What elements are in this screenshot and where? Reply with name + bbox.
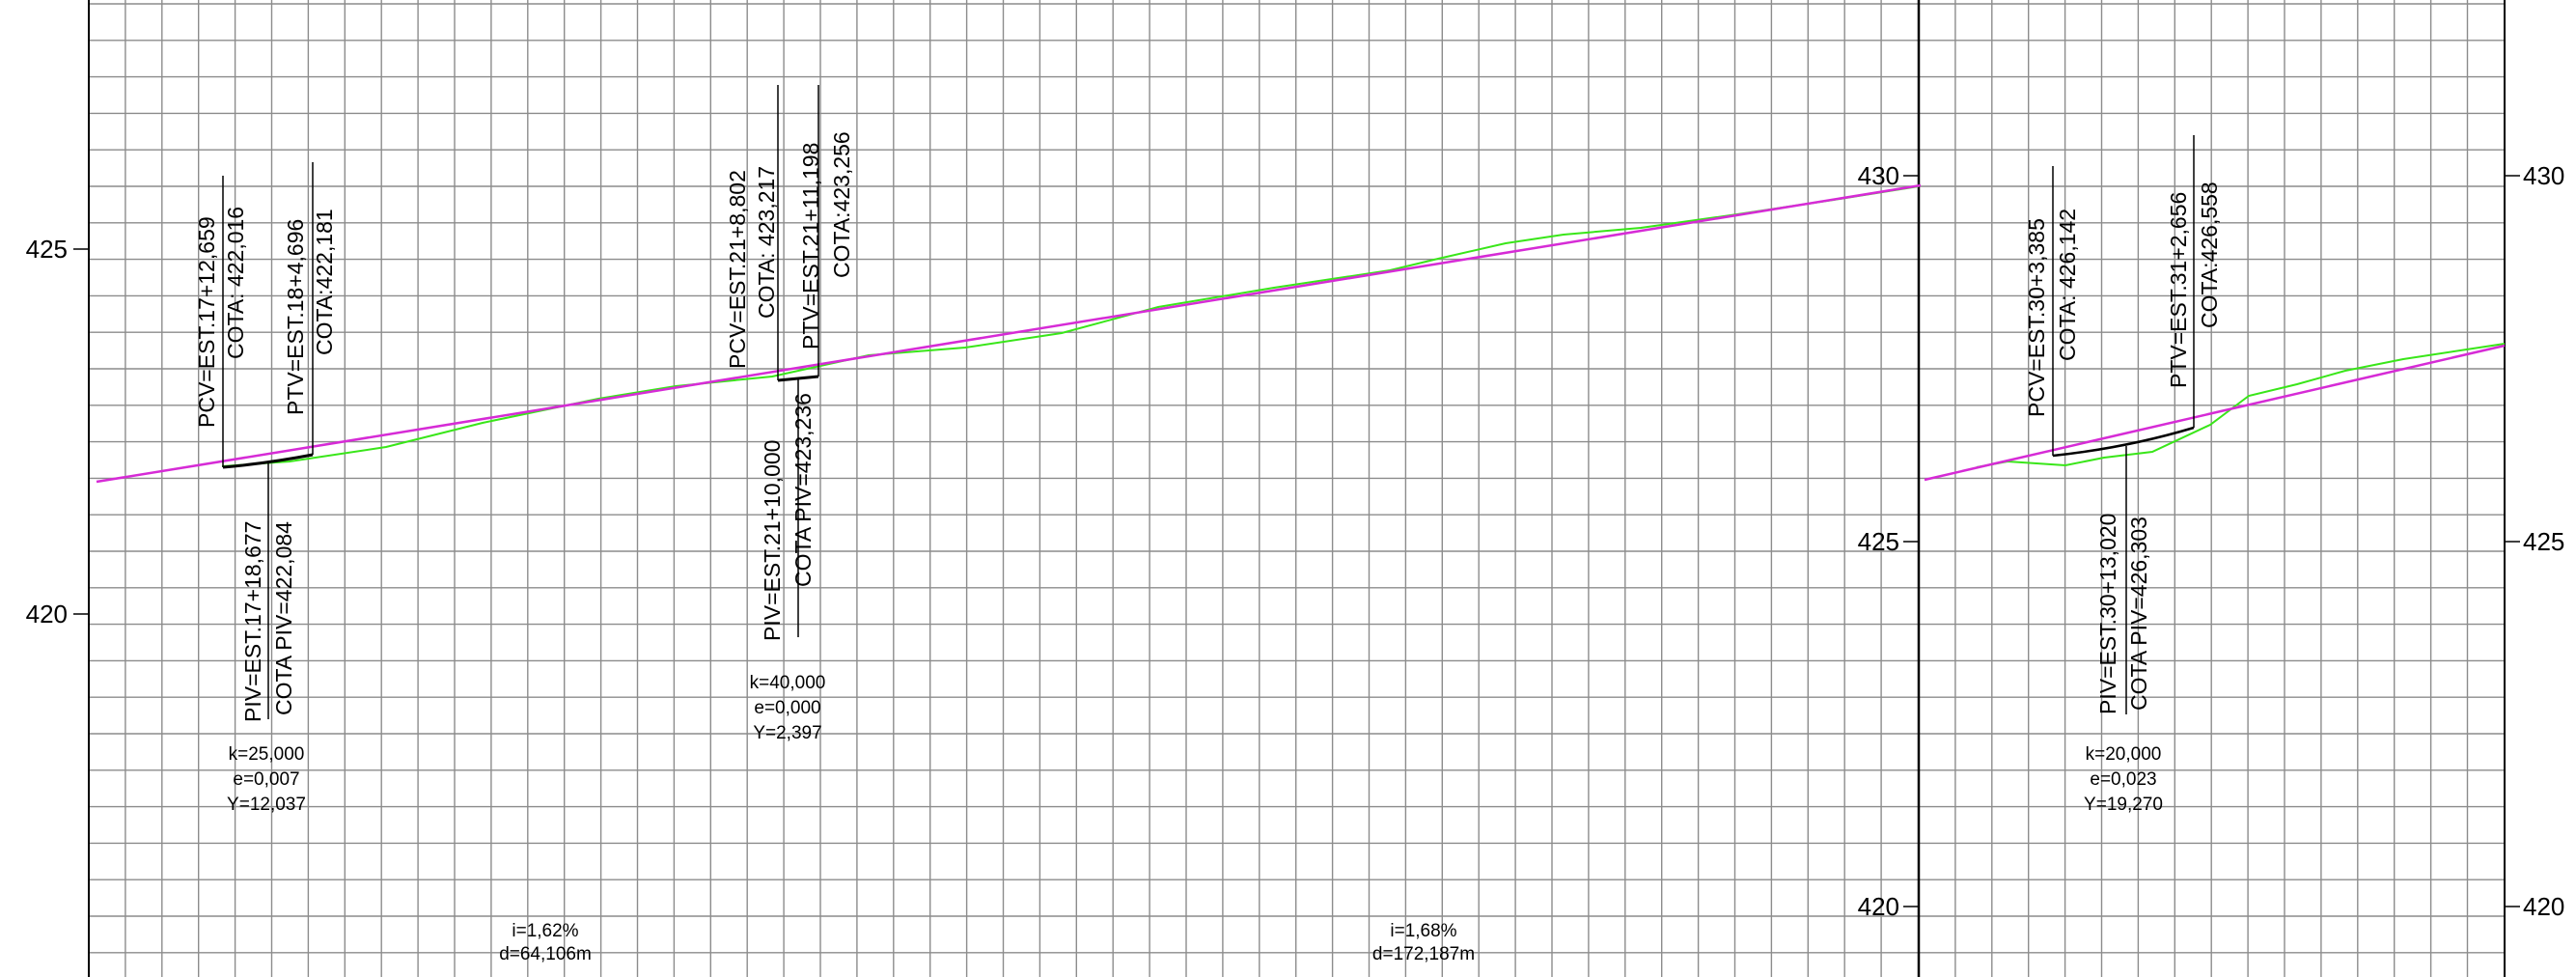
terrain-profile-left — [221, 185, 1920, 467]
curve-3-k-value: k=20,000 — [2086, 744, 2162, 765]
grade-2-distance: d=172,187m — [1372, 944, 1475, 964]
curve-3-ptv-cota: COTA:426,558 — [2197, 181, 2222, 328]
curve-3-piv-cota: COTA PIV=426,303 — [2126, 516, 2151, 711]
curve-1-pcv-cota: COTA: 422,016 — [223, 207, 248, 359]
curve-3-pcv-cota: COTA: 426,142 — [2055, 209, 2080, 361]
curve-1-pcv-station: PCV=EST.17+12,659 — [194, 216, 219, 428]
elevation-label-425-mid: 425 — [1858, 527, 1899, 556]
grade-1-slope: i=1,62% — [512, 921, 578, 941]
curve-2-pcv-cota: COTA: 423,217 — [754, 166, 779, 319]
elevation-label-430-mid: 430 — [1858, 161, 1899, 190]
curve-1-y-value: Y=12,037 — [227, 795, 306, 815]
elevation-label-425-left: 425 — [26, 235, 68, 264]
curve-3-y-value: Y=19,270 — [2084, 795, 2163, 815]
curve-1-ptv-cota: COTA:422,181 — [312, 209, 337, 355]
elevation-label-420-left: 420 — [26, 600, 68, 628]
curve-2-y-value: Y=2,397 — [753, 723, 821, 743]
curve-1-k-value: k=25,000 — [229, 744, 305, 765]
curve-3-piv-station: PIV=EST.30+13,020 — [2095, 514, 2120, 714]
curve-3-pcv-station: PCV=EST.30+3,385 — [2024, 218, 2049, 417]
curve-2-pcv-station: PCV=EST.21+8,802 — [725, 170, 750, 369]
terrain-profile-right — [1976, 343, 2506, 468]
curve-2-ptv-station: PTV=EST.21+11,198 — [798, 143, 823, 349]
vertical-curve-3 — [2052, 426, 2195, 458]
grade-line-right — [1924, 344, 2506, 482]
grade-1-distance: d=64,106m — [499, 944, 592, 964]
elevation-label-420-mid: 420 — [1858, 892, 1899, 921]
curve-2-piv-cota: COTA PIV=423,236 — [790, 393, 816, 587]
curve-3-e-value: e=0,023 — [2090, 769, 2156, 790]
grid-right-panel — [1919, 0, 2505, 977]
curve-1-ptv-station: PTV=EST.18+4,696 — [283, 219, 308, 415]
curve-1-e-value: e=0,007 — [233, 769, 299, 790]
vertical-curve-1 — [222, 453, 314, 469]
grid-left-panel — [89, 0, 1919, 977]
grade-2-slope: i=1,68% — [1390, 921, 1456, 941]
elevation-label-430-right: 430 — [2523, 161, 2564, 190]
elevation-label-425-right: 425 — [2523, 527, 2564, 556]
curve-2-piv-station: PIV=EST.21+10,000 — [760, 440, 785, 641]
curve-2-e-value: e=0,000 — [754, 698, 820, 718]
curve-1-piv-cota: COTA PIV=422,084 — [271, 521, 296, 715]
curve-1-piv-station: PIV=EST.17+18,677 — [240, 521, 265, 722]
curve-2-k-value: k=40,000 — [750, 673, 826, 693]
grade-line-left — [96, 183, 1922, 484]
elevation-label-420-right: 420 — [2523, 892, 2564, 921]
curve-3-ptv-station: PTV=EST.31+2,656 — [2166, 192, 2191, 388]
curve-2-ptv-cota: COTA:423,256 — [829, 131, 854, 278]
